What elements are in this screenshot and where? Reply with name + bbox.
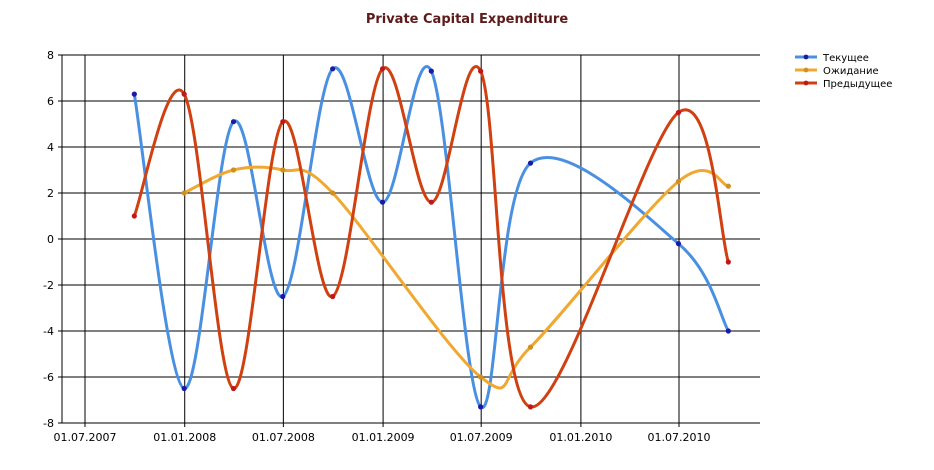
legend-marker [803,80,809,86]
data-point [230,385,237,392]
legend-label: Текущее [822,53,869,64]
data-point [330,293,336,300]
legend-label: Предыдущее [823,79,892,90]
y-tick-label: -2 [43,279,54,292]
data-point [527,344,534,350]
y-tick-label: 2 [47,187,54,200]
data-point [181,91,187,97]
data-point [675,241,682,247]
series-layer [131,65,731,410]
tick-layer: 8 6 4 2 0 -2 -4 -6 -801.07.2007 01.01.2008 01.07.2… [43,49,760,444]
data-point [131,213,137,219]
x-tick-label: 01.07.2008 [252,431,315,444]
chart-title: Private Capital Expenditure [365,12,569,27]
data-point [725,183,731,189]
legend-label: Ожидание [823,66,879,77]
series-line [132,65,730,409]
y-tick-label: -4 [43,325,54,338]
series-line [182,165,730,390]
data-point [280,167,286,173]
data-point [428,68,434,74]
y-tick-label: 4 [47,141,54,154]
data-point [725,328,731,334]
legend-marker [803,54,809,60]
data-point [675,109,682,116]
data-point [131,91,137,97]
data-point [280,293,286,300]
x-tick-label: 01.01.2008 [153,431,216,444]
y-tick-label: -6 [43,371,54,384]
x-tick-label: 01.01.2009 [352,431,415,444]
data-point [527,404,534,410]
data-point [478,68,484,74]
data-point [230,119,237,125]
y-tick-label: 6 [47,95,54,108]
legend: Текущее Ожидание Предыдущее [795,53,892,90]
data-point [379,66,386,72]
data-point [478,374,484,380]
data-point [230,167,237,173]
y-tick-label: 8 [47,49,54,62]
data-point [527,160,534,166]
data-point [725,259,731,265]
data-point [675,178,682,185]
data-point [280,119,286,125]
data-point [181,190,187,196]
data-point [478,404,484,410]
data-point [379,199,386,205]
x-tick-label: 01.07.2010 [648,431,711,444]
y-tick-label: -8 [43,417,54,430]
data-point [330,66,336,72]
x-tick-label: 01.07.2009 [450,431,513,444]
y-tick-label: 0 [47,233,54,246]
data-point [428,199,434,205]
x-tick-label: 01.07.2007 [54,431,117,444]
data-point [181,385,187,392]
legend-marker [803,67,809,73]
x-tick-label: 01.01.2010 [549,431,612,444]
data-point [330,190,336,196]
